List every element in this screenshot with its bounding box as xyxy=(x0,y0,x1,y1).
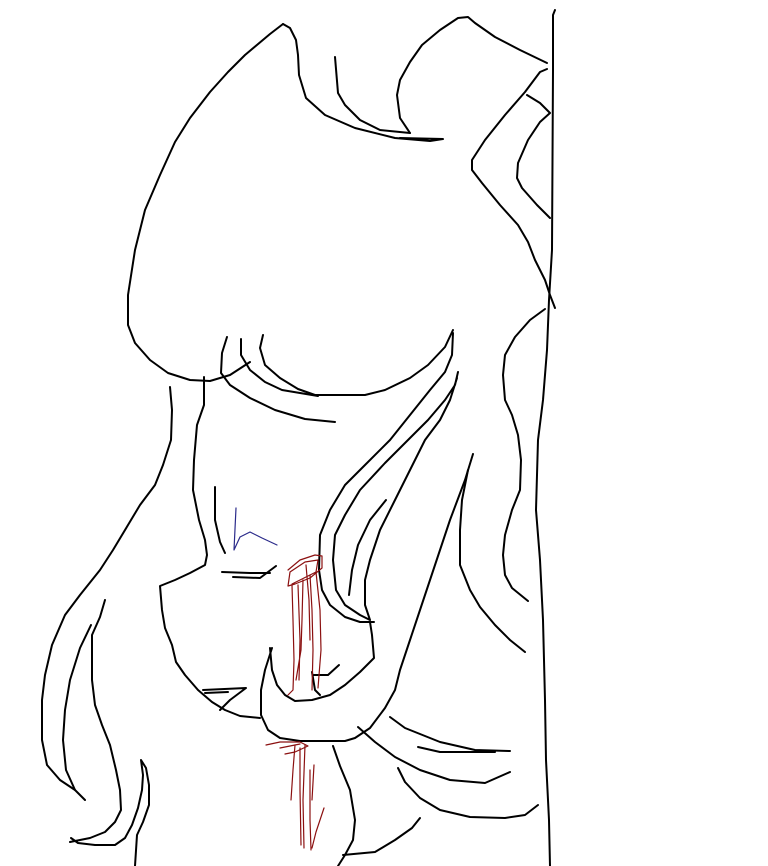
eye xyxy=(214,486,226,554)
blue-stroke xyxy=(233,507,278,551)
red-scribble-lower xyxy=(265,741,325,851)
right-hair xyxy=(459,68,556,653)
head-outline xyxy=(127,16,548,382)
red-scribble-upper xyxy=(287,554,323,696)
frame-edge xyxy=(535,9,556,866)
clothing xyxy=(332,716,539,866)
bangs xyxy=(220,329,459,623)
left-hair xyxy=(41,386,173,866)
hand xyxy=(260,453,474,742)
face xyxy=(159,376,277,719)
mouth xyxy=(221,565,277,579)
